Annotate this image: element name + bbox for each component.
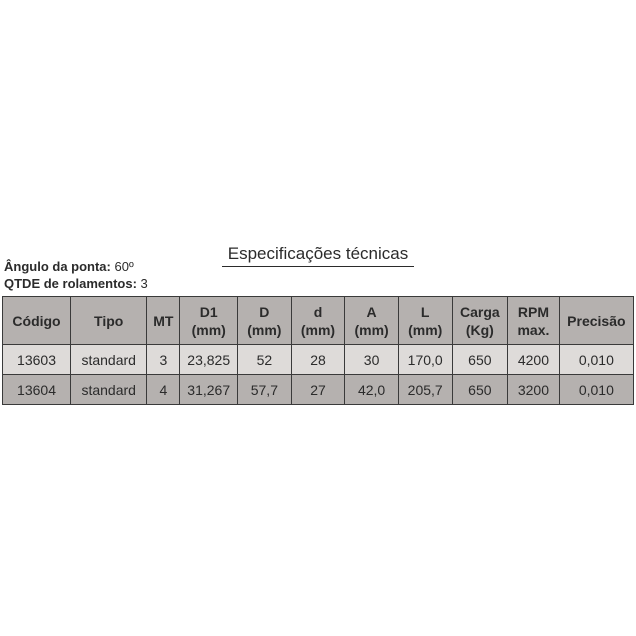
cell-carga: 650 [452, 345, 508, 375]
cell-codigo: 13604 [3, 375, 71, 405]
col-header-line1-d1: D1 [200, 304, 218, 320]
meta-bearings-value: 3 [141, 276, 148, 291]
col-header-lines-dlow: d(mm) [301, 303, 335, 339]
table-row: 13603standard323,825522830170,065042000,… [3, 345, 634, 375]
cell-dcap: 52 [238, 345, 292, 375]
cell-tipo: standard [71, 375, 147, 405]
table-row: 13604standard431,26757,72742,0205,765032… [3, 375, 634, 405]
cell-l: 205,7 [398, 375, 452, 405]
cell-rpm: 4200 [508, 345, 560, 375]
col-header-d1: D1(mm) [180, 297, 238, 345]
col-header-l: L(mm) [398, 297, 452, 345]
cell-d1: 31,267 [180, 375, 238, 405]
col-header-line1-dcap: D [259, 304, 269, 320]
spec-header-row: CódigoTipoMTD1(mm)D(mm)d(mm)A(mm)L(mm)Ca… [3, 297, 634, 345]
col-header-carga: Carga(Kg) [452, 297, 508, 345]
col-header-line2-rpm: max. [517, 321, 549, 339]
spec-thead: CódigoTipoMTD1(mm)D(mm)d(mm)A(mm)L(mm)Ca… [3, 297, 634, 345]
col-header-line2-carga: (Kg) [460, 321, 500, 339]
cell-l: 170,0 [398, 345, 452, 375]
col-header-line2-a: (mm) [354, 321, 388, 339]
col-header-line2-dlow: (mm) [301, 321, 335, 339]
col-header-a: A(mm) [345, 297, 399, 345]
cell-dcap: 57,7 [238, 375, 292, 405]
meta-angle-label: Ângulo da ponta: [4, 259, 111, 274]
cell-carga: 650 [452, 375, 508, 405]
meta-bearings-label: QTDE de rolamentos: [4, 276, 137, 291]
cell-mt: 4 [147, 375, 180, 405]
col-header-tipo: Tipo [71, 297, 147, 345]
cell-rpm: 3200 [508, 375, 560, 405]
col-header-line1-rpm: RPM [518, 304, 549, 320]
col-header-codigo: Código [3, 297, 71, 345]
col-header-lines-a: A(mm) [354, 303, 388, 339]
col-header-precisao: Precisão [559, 297, 633, 345]
col-header-line2-dcap: (mm) [247, 321, 281, 339]
col-header-line2-d1: (mm) [192, 321, 226, 339]
cell-mt: 3 [147, 345, 180, 375]
cell-precisao: 0,010 [559, 345, 633, 375]
col-header-lines-codigo: Código [12, 312, 60, 330]
col-header-lines-rpm: RPMmax. [517, 303, 549, 339]
col-header-line1-dlow: d [314, 304, 323, 320]
col-header-lines-carga: Carga(Kg) [460, 303, 500, 339]
meta-block: Ângulo da ponta: 60º QTDE de rolamentos:… [4, 258, 148, 292]
section-heading: Especificações técnicas [222, 244, 414, 267]
col-header-line1-mt: MT [153, 313, 173, 329]
page: Especificações técnicas Ângulo da ponta:… [0, 0, 636, 636]
cell-a: 30 [345, 345, 399, 375]
col-header-dlow: d(mm) [291, 297, 345, 345]
col-header-lines-mt: MT [153, 312, 173, 330]
col-header-lines-l: L(mm) [408, 303, 442, 339]
cell-dlow: 27 [291, 375, 345, 405]
col-header-line2-l: (mm) [408, 321, 442, 339]
spec-table-wrap: CódigoTipoMTD1(mm)D(mm)d(mm)A(mm)L(mm)Ca… [2, 296, 634, 405]
col-header-lines-dcap: D(mm) [247, 303, 281, 339]
cell-d1: 23,825 [180, 345, 238, 375]
meta-bearings: QTDE de rolamentos: 3 [4, 275, 148, 292]
meta-angle-value: 60º [115, 259, 134, 274]
col-header-lines-tipo: Tipo [94, 312, 123, 330]
col-header-line1-l: L [421, 304, 430, 320]
col-header-dcap: D(mm) [238, 297, 292, 345]
col-header-lines-d1: D1(mm) [192, 303, 226, 339]
col-header-mt: MT [147, 297, 180, 345]
spec-tbody: 13603standard323,825522830170,065042000,… [3, 345, 634, 405]
col-header-line1-carga: Carga [460, 304, 500, 320]
cell-a: 42,0 [345, 375, 399, 405]
col-header-line1-a: A [367, 304, 377, 320]
col-header-line1-tipo: Tipo [94, 313, 123, 329]
col-header-lines-precisao: Precisão [567, 312, 625, 330]
col-header-rpm: RPMmax. [508, 297, 560, 345]
col-header-line1-codigo: Código [12, 313, 60, 329]
cell-tipo: standard [71, 345, 147, 375]
meta-angle: Ângulo da ponta: 60º [4, 258, 148, 275]
col-header-line1-precisao: Precisão [567, 313, 625, 329]
cell-precisao: 0,010 [559, 375, 633, 405]
cell-dlow: 28 [291, 345, 345, 375]
spec-table: CódigoTipoMTD1(mm)D(mm)d(mm)A(mm)L(mm)Ca… [2, 296, 634, 405]
cell-codigo: 13603 [3, 345, 71, 375]
